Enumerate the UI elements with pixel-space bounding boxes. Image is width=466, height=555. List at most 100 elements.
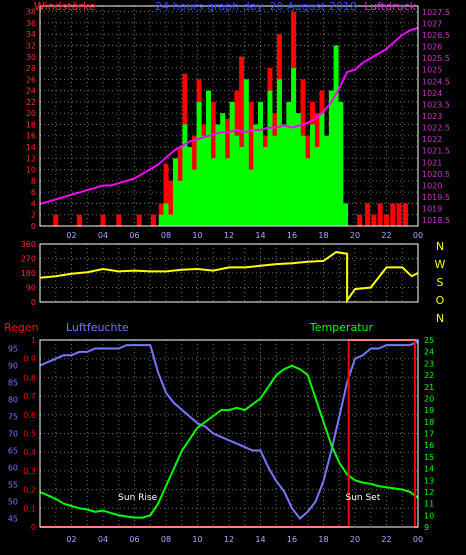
wind-speed-bar <box>338 101 344 226</box>
x-tick-label: 20 <box>350 535 360 544</box>
sun-annotation: Sun Set <box>345 493 380 503</box>
wind-speed-bar <box>215 124 221 226</box>
direction-tick-label: 0 <box>31 298 36 307</box>
pressure-line <box>39 27 419 205</box>
humidity-tick-label: 50 <box>8 498 18 507</box>
humidity-tick-label: 65 <box>8 447 18 456</box>
pressure-tick-label: 1025.5 <box>422 54 450 63</box>
wind-gust-bar <box>377 203 383 226</box>
wind-tick-label: 16 <box>26 132 36 141</box>
temperature-tick-label: 17 <box>424 430 434 439</box>
wind-speed-bar <box>328 90 334 226</box>
x-tick-label: 08 <box>161 231 171 240</box>
direction-y-ticks: 0 90 180 270 360 <box>21 240 36 307</box>
pressure-tick-label: 1026 <box>422 43 442 52</box>
pressure-tick-label: 1026.5 <box>422 31 450 40</box>
wind-speed-bar <box>309 124 315 226</box>
rain-tick-label: 0.6 <box>23 411 36 420</box>
pressure-tick-label: 1018.5 <box>422 216 450 225</box>
wind-tick-label: 28 <box>26 64 36 73</box>
wind-speed-bar <box>319 113 325 226</box>
pressure-tick-label: 1022 <box>422 135 442 144</box>
wind-tick-label: 38 <box>26 8 36 17</box>
direction-tick-label: 90 <box>26 284 36 293</box>
wind-speed-bar <box>172 158 178 226</box>
wind-gust-bar <box>402 203 408 226</box>
humidity-tick-label: 60 <box>8 464 18 473</box>
pressure-tick-label: 1019.5 <box>422 193 450 202</box>
temperature-tick-label: 10 <box>424 511 434 520</box>
wind-tick-label: 12 <box>26 154 36 163</box>
temperature-tick-label: 25 <box>424 336 434 345</box>
temperature-tick-label: 16 <box>424 441 434 450</box>
wind-gust-bar <box>248 101 254 226</box>
wind-gust-bar <box>365 203 371 226</box>
x-tick-label: 10 <box>192 231 202 240</box>
wind-speed-bar <box>196 101 202 226</box>
direction-tick-label: 180 <box>21 269 36 278</box>
wind-speed-bar <box>187 147 193 226</box>
rain-tick-label: 0.5 <box>23 430 36 439</box>
wind-tick-label: 32 <box>26 41 36 50</box>
wind-gust-bar <box>100 214 106 226</box>
wind-speed-bar <box>272 135 278 226</box>
pressure-tick-label: 1021 <box>422 158 442 167</box>
rain-y-ticks: 0 0.1 0.2 0.3 0.4 0.5 0.6 0.7 0.8 0.9 1 <box>23 336 36 532</box>
direction-letter: W <box>435 258 446 271</box>
wind-tick-label: 22 <box>26 98 36 107</box>
humidity-tick-label: 85 <box>8 379 18 388</box>
temperature-tick-label: 13 <box>424 476 434 485</box>
pressure-tick-label: 1027 <box>422 19 442 28</box>
wind-tick-label: 0 <box>31 222 36 231</box>
wind-speed-bar <box>229 101 235 226</box>
x-tick-label: 14 <box>255 535 265 544</box>
x-tick-label: 20 <box>350 231 360 240</box>
pressure-y-ticks: 1018.5 1019 1019.5 1020 1020.5 1021 1021.5 1022… <box>422 8 450 225</box>
wind-speed-bar <box>201 135 207 226</box>
x-tick-label: 18 <box>318 535 328 544</box>
pressure-tick-label: 1027.5 <box>422 8 450 17</box>
wind-speed-bar <box>177 180 183 226</box>
humidity-tick-label: 70 <box>8 430 18 439</box>
wind-speed-bar <box>243 79 249 226</box>
pressure-tick-label: 1023 <box>422 112 442 121</box>
wind-tick-label: 30 <box>26 53 36 62</box>
humidity-tick-label: 45 <box>8 515 18 524</box>
direction-tick-label: 360 <box>21 240 36 249</box>
wind-tick-label: 6 <box>31 188 36 197</box>
x-tick-label: 12 <box>224 231 234 240</box>
pressure-tick-label: 1020 <box>422 181 442 190</box>
pressure-tick-label: 1025 <box>422 66 442 75</box>
wind-speed-bar <box>286 101 292 226</box>
wind-gust-bar <box>150 214 156 226</box>
wind-tick-label: 18 <box>26 120 36 129</box>
x-tick-label: 10 <box>192 535 202 544</box>
wind-speed-bar <box>253 124 259 226</box>
wind-speed-bar <box>333 45 339 226</box>
wind-speed-bar <box>210 158 216 226</box>
rain-tick-label: 0 <box>31 523 36 532</box>
wind-speed-bar <box>163 203 169 226</box>
temperature-tick-label: 18 <box>424 418 434 427</box>
wind-speed-bar <box>262 147 268 226</box>
humidity-temp-panel: 0 0.1 0.2 0.3 0.4 0.5 0.6 0.7 0.8 0.9 1 45 50 55 60 65… <box>4 321 434 544</box>
temperature-tick-label: 23 <box>424 359 434 368</box>
humidity-frame <box>39 339 419 528</box>
rain-tick-label: 0.4 <box>23 448 36 457</box>
wind-speed-bar <box>239 147 245 226</box>
x-tick-label: 16 <box>287 231 297 240</box>
direction-frame <box>39 243 419 303</box>
temperature-tick-label: 15 <box>424 453 434 462</box>
humidity-tick-label: 75 <box>8 413 18 422</box>
x-tick-label: 08 <box>161 535 171 544</box>
rain-tick-label: 0.8 <box>23 373 36 382</box>
wind-tick-label: 20 <box>26 109 36 118</box>
rain-tick-label: 0.9 <box>23 355 36 364</box>
direction-line <box>39 251 419 304</box>
x-tick-label: 04 <box>98 535 108 544</box>
pressure-tick-label: 1023.5 <box>422 100 450 109</box>
